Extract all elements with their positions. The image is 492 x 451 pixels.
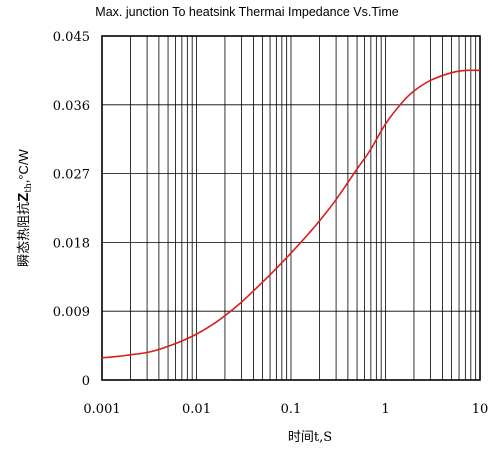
x-tick-label: 10 [472,402,489,417]
y-tick-label: 0.045 [53,30,90,45]
plot-frame [101,35,481,381]
x-tick-labels: 0.001 0.01 0.1 1 10 [83,402,488,417]
y-tick-label: 0.027 [53,168,90,183]
x-axis-label: 时间t,S [288,430,332,445]
y-tick-label: 0.036 [53,99,90,114]
y-axis-label-unit: ,°C/W [16,148,31,183]
x-tick-label: 0.001 [83,402,120,417]
chart-title: Max. junction To heatsink Thermai Impeda… [95,5,398,19]
x-tick-label: 0.1 [281,402,302,417]
curve-layer [101,69,481,359]
x-tick-label: 1 [381,402,389,417]
y-tick-label: 0.018 [53,236,90,251]
y-axis-label-sub: th [24,183,34,193]
x-tick-label: 0.01 [182,402,211,417]
y-axis-label-symbol: Z [15,193,32,202]
grid-lines [101,35,481,381]
y-tick-label: 0 [82,374,90,389]
y-tick-labels: 0 0.009 0.018 0.027 0.036 0.045 [53,30,90,389]
y-axis-label-cn: 瞬态热阻抗 [17,202,32,267]
y-tick-label: 0.009 [53,305,90,320]
y-axis-label: 瞬态热阻抗Zth,°C/W [15,148,34,266]
impedance-curve [101,69,481,359]
